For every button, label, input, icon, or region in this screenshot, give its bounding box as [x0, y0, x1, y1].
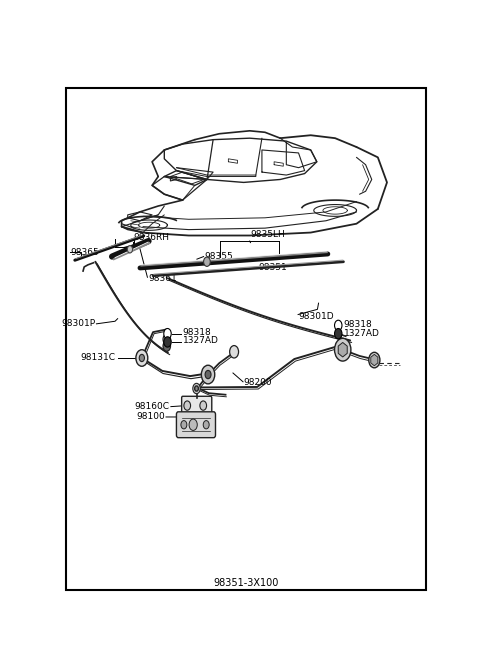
- FancyBboxPatch shape: [181, 396, 212, 415]
- Text: 98160C: 98160C: [135, 402, 170, 411]
- FancyBboxPatch shape: [177, 412, 216, 437]
- Circle shape: [193, 383, 200, 394]
- Circle shape: [369, 352, 380, 368]
- Text: 98100: 98100: [136, 413, 165, 421]
- Text: 9835LH: 9835LH: [251, 230, 285, 239]
- Circle shape: [203, 421, 209, 429]
- Circle shape: [195, 386, 198, 391]
- Circle shape: [335, 338, 351, 361]
- Text: 98301P: 98301P: [61, 319, 96, 329]
- Circle shape: [202, 366, 215, 384]
- Circle shape: [181, 421, 187, 429]
- Text: 98200: 98200: [244, 378, 272, 387]
- Text: 98318: 98318: [344, 321, 372, 329]
- Circle shape: [189, 419, 197, 431]
- Circle shape: [200, 401, 206, 410]
- Text: 98365: 98365: [71, 248, 99, 257]
- Text: 1327AD: 1327AD: [344, 329, 379, 337]
- Circle shape: [163, 334, 170, 345]
- Text: 98361: 98361: [148, 274, 177, 283]
- Circle shape: [164, 329, 171, 339]
- Text: 98355: 98355: [204, 252, 233, 261]
- Text: 98351: 98351: [258, 263, 287, 272]
- Text: 98131C: 98131C: [81, 353, 116, 362]
- Text: 9836RH: 9836RH: [133, 233, 169, 241]
- Circle shape: [139, 354, 144, 362]
- Circle shape: [136, 349, 148, 366]
- Circle shape: [339, 345, 347, 355]
- Circle shape: [335, 321, 342, 331]
- Text: 98318: 98318: [183, 328, 212, 337]
- Circle shape: [204, 257, 210, 266]
- Circle shape: [127, 246, 132, 253]
- Circle shape: [229, 345, 239, 358]
- Circle shape: [205, 370, 211, 379]
- Circle shape: [372, 356, 377, 364]
- Text: 98301D: 98301D: [298, 312, 334, 321]
- Text: 98351-3X100: 98351-3X100: [213, 577, 279, 587]
- Circle shape: [184, 401, 191, 410]
- Text: 1327AD: 1327AD: [183, 337, 218, 345]
- Circle shape: [164, 337, 171, 347]
- Circle shape: [163, 341, 170, 351]
- Circle shape: [335, 329, 342, 339]
